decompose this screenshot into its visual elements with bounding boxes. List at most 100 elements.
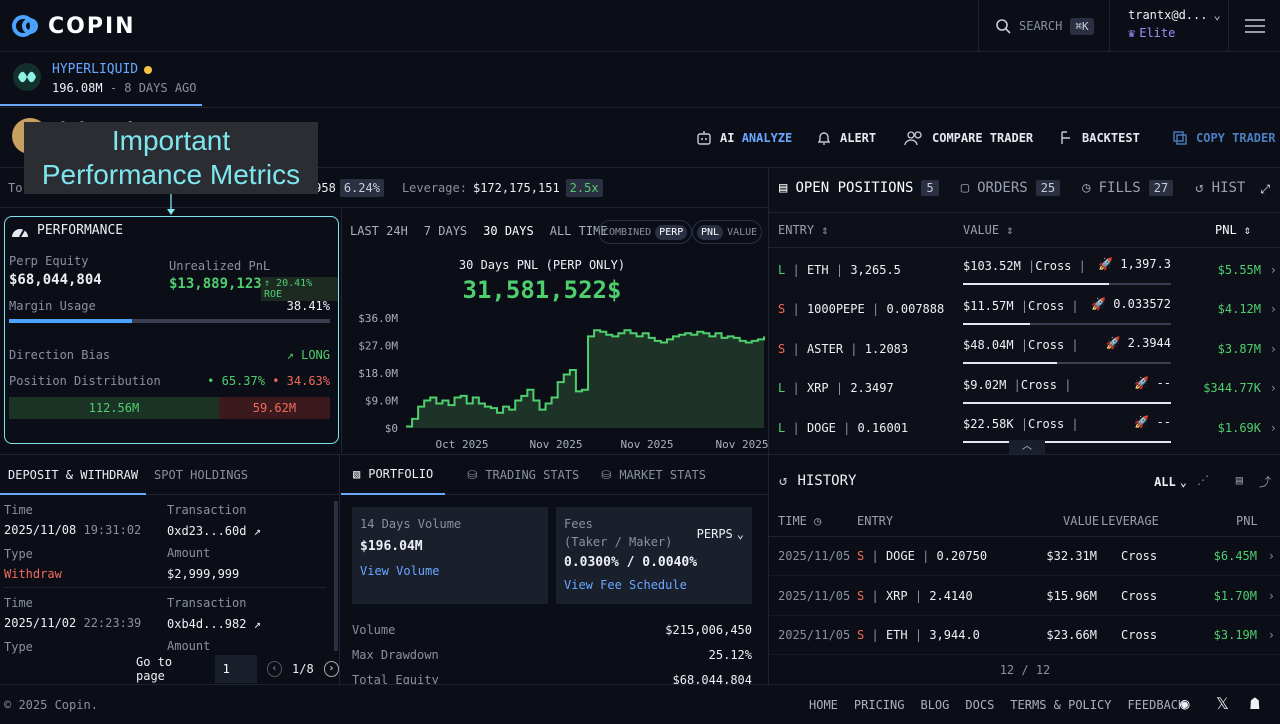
discord-icon[interactable]: ◉ [1180, 694, 1190, 713]
footer-link-pricing[interactable]: PRICING [853, 698, 905, 712]
type-label: Type [4, 640, 33, 654]
pnl-option[interactable]: PNL [697, 224, 724, 240]
next-page-button[interactable]: › [323, 661, 339, 677]
expand-icon[interactable]: ⤢ [1260, 182, 1270, 196]
value-header[interactable]: VALUE ⇕ [963, 223, 1014, 237]
coins-icon: ⛁ [601, 467, 612, 482]
footer-link-feedback[interactable]: FEEDBACK [1127, 698, 1186, 712]
history-mode: Cross [1121, 628, 1158, 642]
page-input[interactable]: 1 [214, 655, 257, 683]
scrollbar[interactable] [334, 501, 338, 651]
backtest-button[interactable]: BACKTEST [1058, 130, 1140, 146]
callout-line-2: Performance Metrics [41, 159, 301, 190]
tf-7d[interactable]: 7 DAYS [423, 224, 468, 238]
rocket-icon: 🚀 [1098, 257, 1114, 271]
scatter-icon[interactable]: ⋰ [1197, 473, 1209, 487]
deposit-tx[interactable]: 0xd23...60d ↗ [167, 524, 261, 538]
fees-type: PERPS [696, 527, 733, 541]
leverage-value: $172,175,151 [472, 180, 560, 195]
prev-page-button[interactable]: ‹ [266, 661, 283, 677]
tab-deposit-withdraw[interactable]: DEPOSIT & WITHDRAW [0, 455, 147, 495]
fees-type-dropdown[interactable]: PERPS ⌄ [697, 527, 744, 541]
stat-value: $68,044,804 [672, 672, 752, 687]
history-row[interactable]: 2025/11/05 S | XRP | 2.4140 $15.96M Cross $1… [769, 577, 1280, 616]
copin-logo[interactable]: COPIN [12, 12, 136, 40]
pnl-value-toggle[interactable]: PNL VALUE [692, 220, 763, 244]
position-size-fill [963, 322, 1030, 325]
search-button[interactable]: SEARCH ⌘K [978, 0, 1110, 52]
footer-link-docs[interactable]: DOCS [965, 698, 995, 712]
tf-all[interactable]: ALL TIME [549, 224, 608, 238]
collapse-button[interactable]: ︿ [1009, 440, 1045, 454]
history-pnl: $3.19M [1213, 628, 1257, 642]
tf-30d[interactable]: 30 DAYS [483, 224, 534, 238]
alert-button[interactable]: ALERT [816, 130, 876, 146]
y-tick-label: $0 [385, 422, 398, 435]
position-size-fill [963, 401, 1171, 404]
history-value: $32.31M [1046, 549, 1097, 563]
position-pnl: $5.55M [1217, 262, 1261, 277]
tf-24h[interactable]: LAST 24H [350, 224, 408, 238]
robot-icon [697, 131, 711, 145]
position-row[interactable]: S | 1000PEPE | 0.007888 $11.57M |Cross | 🚀… [769, 290, 1280, 329]
cat-icon[interactable]: ☗ [1250, 694, 1260, 713]
exchange-bar: HYPERLIQUID 196.08M - 8 DAYS AGO [0, 52, 1280, 108]
tab-market-stats[interactable]: ⛁ MARKET STATS [601, 468, 706, 482]
short-value: 59.62M [218, 397, 330, 419]
hamburger-menu-button[interactable] [1228, 0, 1280, 52]
pnl-line [406, 329, 765, 428]
position-row[interactable]: L | ETH | 3,265.5 $103.52M |Cross | 🚀 1,39… [769, 250, 1280, 289]
history-row[interactable]: 2025/11/05 S | ETH | 3,944.0 $23.66M Cross $… [769, 616, 1280, 655]
direction-bias-label: Direction Bias [9, 348, 111, 362]
history-title-row: ↺ HISTORY [779, 473, 856, 489]
leverage-badge: 2.5x [565, 178, 603, 197]
copy-trader-button[interactable]: COPY TRADER [1172, 130, 1275, 146]
tab-open-positions[interactable]: ▤ OPEN POSITIONS 5 [779, 180, 939, 196]
combined-perp-toggle[interactable]: COMBINED PERP [598, 220, 693, 244]
x-icon[interactable]: 𝕏 [1216, 694, 1229, 713]
tab-orders[interactable]: ▢ ORDERS 25 [961, 180, 1061, 196]
tab-trading-stats[interactable]: ⛁ TRADING STATS [467, 468, 579, 482]
ai-analyze-button[interactable]: AI ANALYZE [696, 130, 792, 146]
position-row[interactable]: S | ASTER | 1.2083 $48.04M |Cross | 🚀 2.39… [769, 329, 1280, 368]
perp-option[interactable]: PERP [655, 224, 688, 240]
compare-trader-button[interactable]: COMPARE TRADER [904, 130, 1033, 146]
chevron-right-icon: › [1269, 262, 1277, 277]
position-entry: 3,265.5 [850, 262, 901, 277]
position-row[interactable]: L | DOGE | 0.16001 $22.58K |Cross | 🚀 -- $1… [769, 408, 1280, 447]
menu-icon [1244, 19, 1265, 33]
alert-label: ALERT [840, 131, 877, 145]
history-filter[interactable]: ALL ⌄ [1154, 475, 1187, 489]
history-date: 2025/11/05 [778, 549, 851, 563]
y-tick-label: $27.0M [358, 340, 398, 353]
entry-header[interactable]: ENTRY ⇕ [778, 223, 829, 237]
footer-link-blog[interactable]: BLOG [920, 698, 950, 712]
pnl-header[interactable]: PNL ⇕ [1215, 223, 1252, 237]
footer-link-terms[interactable]: TERMS & POLICY [1010, 698, 1112, 712]
deposit-time: 19:31:02 [83, 523, 142, 537]
footer-links: HOME PRICING BLOG DOCS TERMS & POLICY FE… [809, 698, 1185, 712]
footer-link-home[interactable]: HOME [809, 698, 838, 712]
view-volume-link[interactable]: View Volume [360, 564, 440, 578]
tab-portfolio[interactable]: ▧ PORTFOLIO [341, 455, 446, 495]
perp-equity-label: Perp Equity [9, 254, 89, 268]
fee-schedule-link[interactable]: View Fee Schedule [564, 578, 687, 592]
position-entry: 0.16001 [857, 420, 909, 435]
bar-chart-icon[interactable]: ▤ [1235, 473, 1243, 487]
value-option[interactable]: VALUE [727, 226, 758, 238]
time-header[interactable]: TIME ◷ [778, 513, 822, 528]
deposit-tx[interactable]: 0xb4d...982 ↗ [167, 617, 261, 631]
tab-fills[interactable]: ◷ FILLS 27 [1082, 180, 1174, 196]
share-icon[interactable]: ⤴ [1258, 475, 1271, 489]
combined-option[interactable]: COMBINED [603, 226, 652, 238]
tab-history[interactable]: ↺ HIST [1195, 180, 1245, 196]
deposit-tx-hash: 0xd23...60d [167, 524, 247, 538]
tab-spot-holdings[interactable]: SPOT HOLDINGS [154, 467, 248, 482]
external-link-icon: ↗ [253, 617, 261, 631]
chevron-right-icon: › [1269, 420, 1277, 435]
history-row[interactable]: 2025/11/05 S | DOGE | 0.20750 $32.31M Cross… [769, 537, 1280, 576]
user-menu[interactable]: trantx@d... ⌄ ♛ Elite [1128, 8, 1228, 40]
exchange-tab-hyperliquid[interactable]: HYPERLIQUID 196.08M - 8 DAYS AGO [0, 52, 202, 106]
position-row[interactable]: L | XRP | 2.3497 $9.02M |Cross | 🚀 -- $344.… [769, 369, 1280, 408]
history-symbol: XRP [885, 588, 908, 603]
